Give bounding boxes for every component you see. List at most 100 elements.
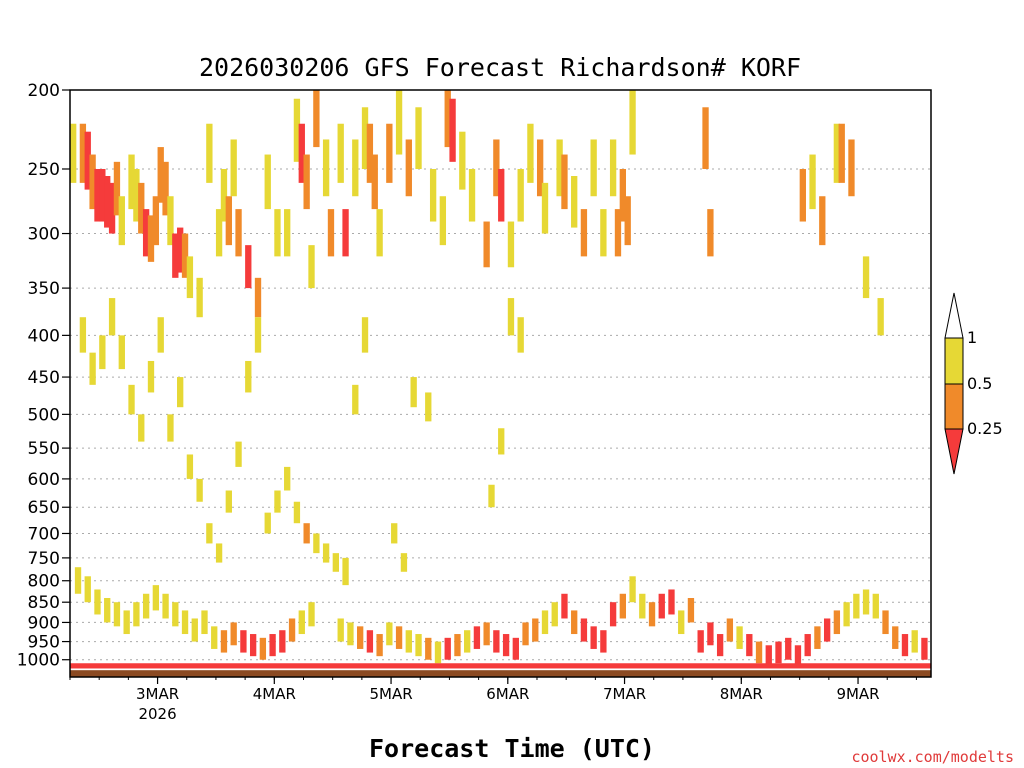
ri-cell bbox=[225, 490, 232, 513]
ri-cell bbox=[872, 593, 879, 619]
colorbar-label: 0.25 bbox=[967, 419, 1003, 438]
ri-cell bbox=[921, 637, 928, 660]
ri-cell bbox=[629, 90, 636, 155]
ri-cell bbox=[215, 209, 223, 257]
ri-cell bbox=[133, 168, 140, 222]
ri-cell bbox=[113, 161, 121, 216]
x-tick-label: 6MAR bbox=[486, 685, 529, 703]
ri-cell bbox=[400, 553, 408, 572]
ri-cell bbox=[609, 139, 617, 197]
ri-cell bbox=[619, 593, 627, 619]
ri-cell bbox=[395, 90, 403, 155]
ri-cell bbox=[658, 593, 665, 619]
ri-cell bbox=[249, 634, 257, 657]
ri-cell bbox=[235, 209, 242, 257]
ri-cell bbox=[425, 637, 432, 660]
ri-cell bbox=[84, 131, 91, 190]
ri-cell bbox=[799, 168, 806, 222]
ri-cell bbox=[167, 196, 174, 246]
ri-cell bbox=[347, 622, 354, 646]
ri-cell bbox=[459, 131, 466, 190]
ri-cell bbox=[274, 490, 281, 513]
ri-cell bbox=[342, 557, 349, 586]
boundary-layer-band bbox=[70, 663, 931, 669]
ri-cell bbox=[386, 123, 393, 183]
ri-cell bbox=[181, 610, 189, 635]
ri-cell bbox=[298, 123, 305, 183]
y-tick-label: 550 bbox=[28, 439, 60, 459]
ri-cell bbox=[133, 602, 140, 627]
ri-cell bbox=[580, 209, 588, 257]
ri-cell bbox=[648, 602, 656, 627]
ri-cell bbox=[366, 123, 374, 183]
ri-cell bbox=[853, 593, 860, 619]
y-tick-label: 800 bbox=[28, 572, 60, 592]
ri-cell bbox=[775, 641, 782, 664]
ri-cell bbox=[862, 589, 870, 615]
ri-cell bbox=[298, 610, 305, 635]
surface bbox=[70, 670, 931, 677]
ri-cell bbox=[473, 626, 481, 649]
x-tick-label: 8MAR bbox=[720, 685, 763, 703]
ri-cell bbox=[502, 634, 510, 657]
ri-cell bbox=[352, 384, 359, 415]
ri-cell bbox=[590, 626, 597, 649]
ri-cell bbox=[177, 377, 184, 408]
credit-text: coolwx.com/modelts bbox=[851, 748, 1014, 766]
ri-cell bbox=[483, 622, 490, 646]
x-tick-label: 5MAR bbox=[369, 685, 412, 703]
ri-cell bbox=[823, 618, 831, 642]
ri-cell bbox=[614, 209, 622, 257]
ri-cell bbox=[138, 414, 145, 442]
ri-cell bbox=[464, 630, 471, 653]
ri-cell bbox=[94, 168, 101, 222]
colorbar-segment bbox=[944, 337, 964, 385]
ri-cell bbox=[79, 317, 87, 353]
ri-cell bbox=[639, 593, 646, 619]
ri-cell bbox=[113, 602, 121, 627]
ri-cell bbox=[99, 335, 106, 370]
ri-cell bbox=[493, 139, 500, 197]
ri-cell bbox=[230, 139, 237, 197]
ri-cell bbox=[877, 298, 884, 336]
ri-cell bbox=[157, 317, 164, 353]
ri-cell bbox=[517, 317, 524, 353]
ri-cell bbox=[366, 630, 374, 653]
ri-cell bbox=[755, 641, 763, 664]
ri-cell bbox=[138, 182, 145, 234]
ri-cell bbox=[765, 645, 772, 667]
ri-cell bbox=[108, 298, 116, 336]
ri-cell bbox=[702, 107, 709, 169]
y-tick-label: 700 bbox=[28, 524, 60, 544]
ri-cell bbox=[79, 123, 87, 183]
ri-cell bbox=[147, 215, 155, 262]
ri-cell bbox=[609, 602, 617, 627]
ri-cell bbox=[89, 352, 96, 385]
colorbar-bottom-triangle bbox=[944, 428, 964, 475]
ri-cell bbox=[322, 139, 330, 197]
ri-cell bbox=[245, 360, 252, 393]
ri-cell bbox=[726, 618, 734, 642]
ri-cell bbox=[118, 335, 125, 370]
ri-cell bbox=[186, 454, 194, 479]
ri-cell bbox=[415, 107, 422, 169]
ri-cell bbox=[371, 154, 378, 210]
ri-cell bbox=[264, 512, 271, 534]
ri-cell bbox=[439, 196, 447, 246]
ri-cell bbox=[838, 123, 845, 183]
y-tick-label: 450 bbox=[28, 368, 60, 388]
ri-cell bbox=[804, 634, 811, 657]
ri-cell bbox=[293, 98, 301, 162]
ri-cell bbox=[444, 90, 451, 148]
ri-cell bbox=[532, 618, 539, 642]
ri-cell bbox=[580, 618, 588, 642]
ri-cell bbox=[118, 196, 125, 246]
ri-cell bbox=[284, 209, 291, 257]
ri-cell bbox=[590, 139, 597, 197]
ri-cell bbox=[220, 630, 228, 653]
ri-cell bbox=[99, 168, 106, 222]
ri-cell bbox=[410, 377, 417, 408]
colorbar-top-triangle bbox=[944, 292, 964, 339]
ri-cell bbox=[240, 630, 247, 653]
ri-cell bbox=[785, 637, 792, 660]
